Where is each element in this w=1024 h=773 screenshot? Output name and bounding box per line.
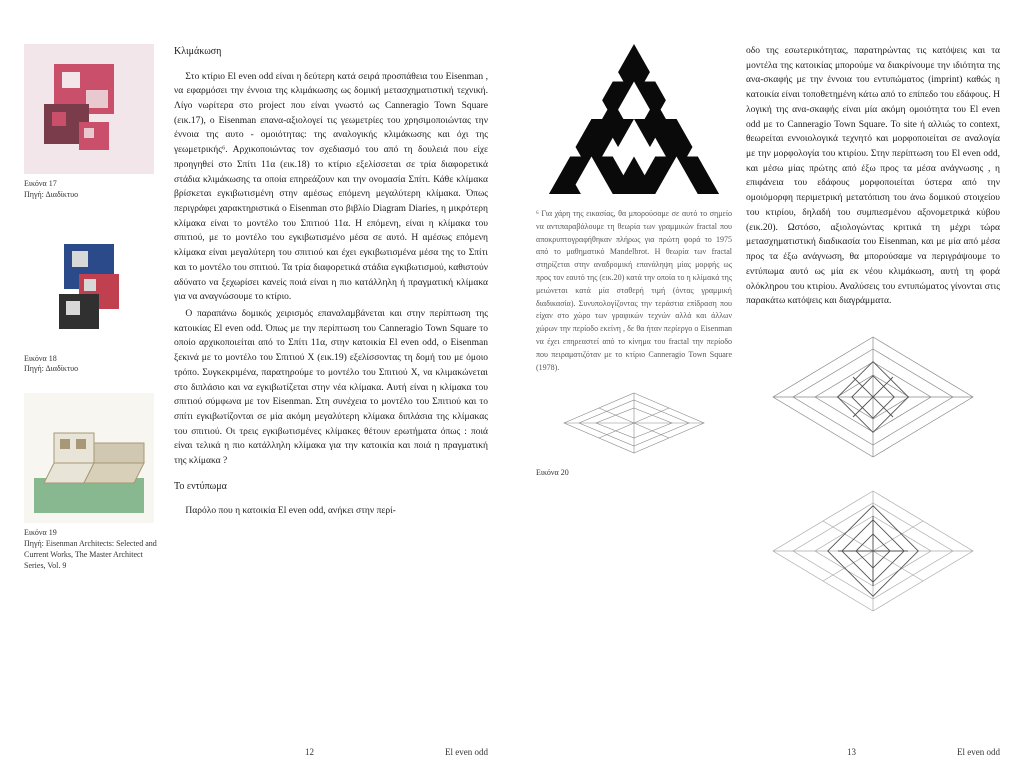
figure-18-image — [24, 219, 154, 349]
left-footer: 12 El even odd — [24, 747, 488, 757]
figure-17-caption: Εικόνα 17 Πηγή: Διαδίκτυο — [24, 179, 160, 201]
figure-18: Εικόνα 18 Πηγή: Διαδίκτυο — [24, 219, 160, 376]
right-running-title: El even odd — [957, 747, 1000, 757]
axon-diagram-1 — [763, 327, 983, 467]
right-main-column: οδο της εσωτερικότητας, παρατηρώντας τις… — [746, 28, 1000, 753]
right-page-number: 13 — [847, 747, 856, 757]
right-footer: 13 El even odd — [536, 747, 1000, 757]
axon-diagrams — [746, 327, 1000, 621]
heading-entypoma: Το εντύπωμα — [174, 479, 488, 495]
figure-17: Εικόνα 17 Πηγή: Διαδίκτυο — [24, 44, 160, 201]
figure-19-caption: Εικόνα 19 Πηγή: Eisenman Architects: Sel… — [24, 528, 160, 571]
figure-sidebar: Εικόνα 17 Πηγή: Διαδίκτυο — [24, 28, 174, 753]
left-para-2: Ο παραπάνω δομικός χειρισμός επαναλαμβάν… — [174, 307, 488, 469]
axon-diagram-2 — [763, 481, 983, 621]
right-page: ⁶ Για χάρη της εικασίας, θα μπορούσαμε σ… — [512, 0, 1024, 773]
left-para-1: Στο κτίριο El even odd είναι η δεύτερη κ… — [174, 70, 488, 306]
figure-19-image — [24, 393, 154, 523]
right-sidebar: ⁶ Για χάρη της εικασίας, θα μπορούσαμε σ… — [536, 28, 746, 753]
figure-18-label: Εικόνα 18 — [24, 354, 160, 365]
figure-20-group: Εικόνα 20 — [536, 388, 732, 479]
sierpinski-triangle — [536, 28, 732, 194]
left-para-3: Παρόλο που η κατοικία El even odd, ανήκε… — [174, 504, 488, 519]
figure-17-source: Πηγή: Διαδίκτυο — [24, 190, 160, 201]
figure-19-source: Πηγή: Eisenman Architects: Selected and … — [24, 539, 160, 571]
figure-18-source: Πηγή: Διαδίκτυο — [24, 364, 160, 375]
left-page: Εικόνα 17 Πηγή: Διαδίκτυο — [0, 0, 512, 773]
figure-18-caption: Εικόνα 18 Πηγή: Διαδίκτυο — [24, 354, 160, 376]
figure-19: Εικόνα 19 Πηγή: Eisenman Architects: Sel… — [24, 393, 160, 571]
wireframe-small — [536, 388, 732, 458]
left-running-title: El even odd — [445, 747, 488, 757]
heading-klimakosi: Κλιμάκωση — [174, 44, 488, 60]
footnote-6: ⁶ Για χάρη της εικασίας, θα μπορούσαμε σ… — [536, 208, 732, 374]
page-spread: Εικόνα 17 Πηγή: Διαδίκτυο — [0, 0, 1024, 773]
figure-20-label: Εικόνα 20 — [536, 468, 732, 479]
left-page-number: 12 — [305, 747, 314, 757]
figure-19-label: Εικόνα 19 — [24, 528, 160, 539]
figure-17-image — [24, 44, 154, 174]
figure-17-label: Εικόνα 17 — [24, 179, 160, 190]
right-body-text: οδο της εσωτερικότητας, παρατηρώντας τις… — [746, 44, 1000, 309]
left-main-column: Κλιμάκωση Στο κτίριο El even odd είναι η… — [174, 28, 488, 753]
